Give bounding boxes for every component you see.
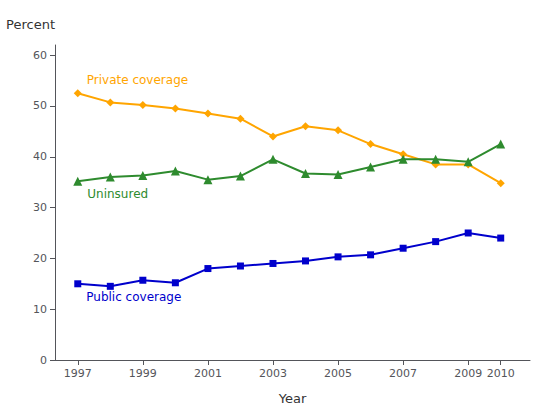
svg-text:60: 60 (33, 49, 47, 62)
svg-text:Uninsured: Uninsured (87, 187, 148, 201)
svg-text:2009: 2009 (454, 367, 482, 380)
svg-text:2007: 2007 (389, 367, 417, 380)
svg-text:0: 0 (40, 354, 47, 367)
svg-text:20: 20 (33, 252, 47, 265)
svg-text:Year: Year (278, 391, 307, 406)
svg-text:Percent: Percent (6, 17, 55, 32)
svg-text:1997: 1997 (64, 367, 92, 380)
svg-text:Private coverage: Private coverage (87, 73, 188, 87)
svg-text:50: 50 (33, 99, 47, 112)
svg-text:2010: 2010 (487, 367, 515, 380)
svg-text:30: 30 (33, 201, 47, 214)
svg-text:10: 10 (33, 303, 47, 316)
svg-text:Public coverage: Public coverage (86, 290, 181, 304)
svg-text:1999: 1999 (129, 367, 157, 380)
svg-text:2005: 2005 (324, 367, 352, 380)
svg-text:2001: 2001 (194, 367, 222, 380)
svg-text:2003: 2003 (259, 367, 287, 380)
svg-text:40: 40 (33, 150, 47, 163)
